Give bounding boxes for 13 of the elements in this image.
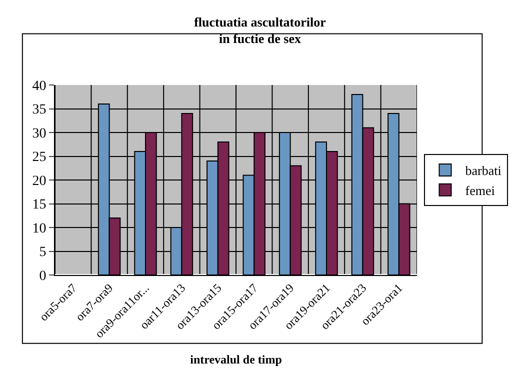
y-tick-label: 20 <box>32 174 46 189</box>
y-tick-label: 25 <box>32 150 46 166</box>
legend-label: femei <box>465 182 496 198</box>
y-tick-label: 35 <box>32 102 46 118</box>
y-tick-label: 0 <box>39 268 46 284</box>
chart-title: fluctuatia ascultatorilor in fuctie de sex <box>194 14 326 46</box>
y-tick-label: 30 <box>32 126 46 142</box>
y-tick-label: 10 <box>32 221 46 236</box>
legend-label: barbati <box>465 163 502 178</box>
y-tick-label: 5 <box>39 245 46 260</box>
y-tick-label: 40 <box>32 78 46 94</box>
x-axis-title: intrevalul de timp <box>190 352 282 367</box>
y-tick-label: 15 <box>32 198 46 213</box>
